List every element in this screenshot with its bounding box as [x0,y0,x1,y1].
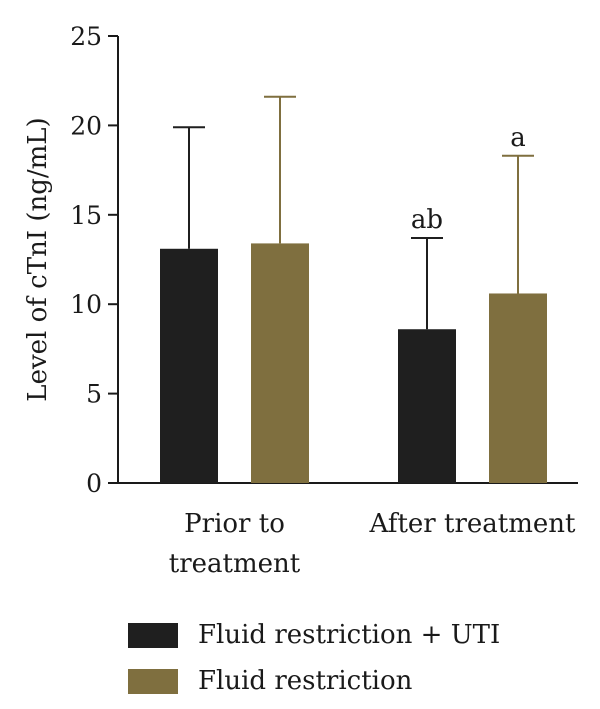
legend-item-series-1: Fluid restriction + UTI [128,612,500,658]
bar [160,248,218,483]
legend: Fluid restriction + UTI Fluid restrictio… [128,612,500,704]
y-axis-label: Level of cTnI (ng/mL) [23,117,53,401]
legend-swatch-series-2 [128,668,178,694]
y-tick-label: 0 [86,469,102,498]
legend-item-series-2: Fluid restriction [128,658,500,704]
bar [489,293,547,483]
x-category-label-line: After treatment [369,509,576,539]
x-category-label: Prior to treatment [169,509,301,579]
x-category-label: After treatment [369,509,576,539]
y-tick-label: 10 [70,290,102,319]
chart-bars [160,95,547,483]
bar [251,243,309,483]
y-tick-label: 20 [70,111,102,140]
legend-label-series-1: Fluid restriction + UTI [198,620,501,650]
x-category-label-line: Prior to [184,509,285,539]
bar [398,329,456,483]
y-tick-label: 5 [86,380,102,409]
legend-swatch-series-1 [128,622,178,648]
chart-labels: 0 5 10 15 20 25 Level of cTnI (ng/mL) ab a Prior … [23,22,576,579]
significance-label: ab [411,205,443,235]
y-tick-label: 15 [70,201,102,230]
y-tick-label: 25 [70,22,102,51]
significance-label: a [510,123,526,153]
x-category-label-line: treatment [169,549,301,579]
legend-label-series-2: Fluid restriction [198,666,413,696]
